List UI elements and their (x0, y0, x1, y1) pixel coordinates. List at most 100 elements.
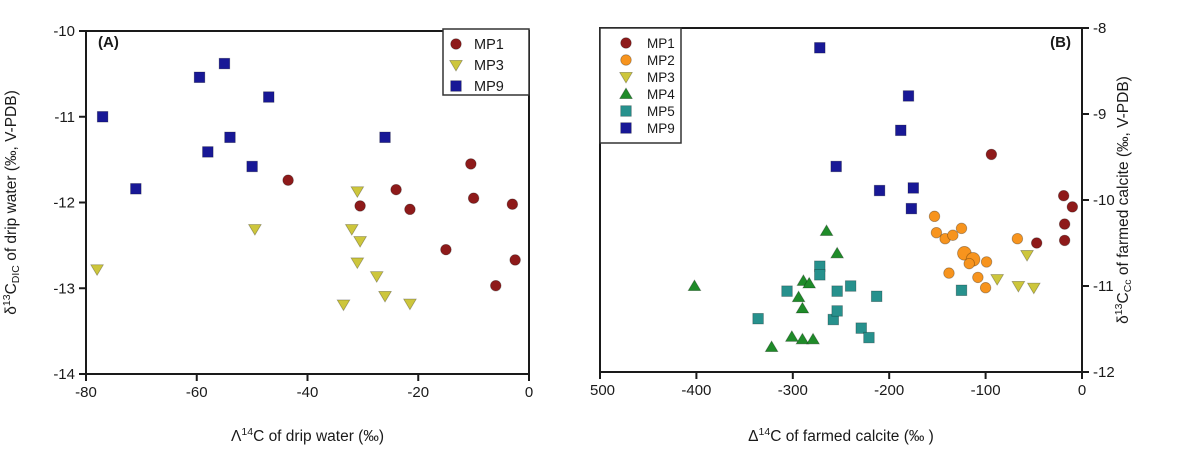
data-point-mp9 (902, 90, 915, 102)
y-axis-tick-label: -9 (1093, 106, 1106, 123)
data-point-mp1 (506, 198, 519, 210)
data-point-mp3 (336, 299, 351, 312)
data-point-mp9 (895, 124, 907, 137)
data-point-mp3 (1020, 250, 1035, 262)
legend-marker-mp4 (618, 87, 634, 99)
data-point-mp3 (90, 264, 105, 277)
y-axis-title: δ13CDIC of drip water (‰, V-PDB) (1, 90, 22, 314)
data-point-mp9 (193, 71, 206, 84)
data-point-mp5 (844, 280, 857, 292)
data-point-mp5 (752, 312, 764, 325)
data-point-mp1 (465, 158, 477, 170)
data-point-mp1 (509, 254, 521, 266)
data-point-mp5 (831, 285, 843, 297)
legend-label-mp4: MP4 (647, 87, 675, 102)
x-axis-tick-label: -40 (297, 384, 319, 401)
x-axis-title: Λ14C of drip water (‰) (231, 426, 384, 445)
legend-marker-mp3 (618, 72, 634, 84)
legend-label-mp1: MP1 (647, 36, 675, 51)
legend-label-mp3: MP3 (474, 58, 504, 74)
legend-marker-mp3 (448, 60, 464, 72)
y-axis-tick-label: -13 (53, 280, 75, 297)
y-axis-tick-label: -14 (53, 366, 75, 383)
x-axis-tick-label: -200 (874, 382, 904, 399)
legend-marker-mp1 (620, 37, 632, 49)
data-point-mp4 (795, 332, 810, 345)
data-point-mp9 (905, 202, 918, 215)
x-axis-tick-label: -20 (407, 384, 429, 401)
data-point-mp1 (390, 183, 402, 196)
data-point-mp9 (224, 131, 236, 144)
legend-label-mp9: MP9 (647, 121, 675, 136)
legend-label-mp1: MP1 (474, 37, 504, 53)
legend-label-mp2: MP2 (647, 53, 675, 68)
data-point-mp1 (354, 200, 366, 212)
data-point-mp2 (955, 222, 968, 235)
legend-marker-mp9 (450, 80, 462, 92)
data-point-mp3 (247, 224, 262, 236)
data-point-mp4 (764, 340, 779, 353)
data-point-mp2 (972, 271, 984, 284)
data-point-mp2 (928, 210, 941, 223)
x-axis-tick-label: -80 (75, 384, 97, 401)
x-axis-title: Δ14C of farmed calcite (‰ ) (748, 426, 934, 445)
y-axis-title: δ13CCc of farmed calcite (‰, V-PDB) (1113, 76, 1134, 324)
data-point-mp9 (907, 182, 920, 194)
data-point-mp9 (246, 160, 258, 173)
panel-b-plot: -500 -400 -300 -200 -100 0 -8 -9 -10 -11 -12 Δ14C o… (590, 20, 1134, 445)
data-point-mp1 (404, 203, 416, 216)
data-point-mp4 (830, 246, 845, 259)
y-axis-tick-label: -8 (1093, 20, 1106, 37)
x-axis-tick-label: -500 (590, 382, 615, 399)
x-axis-tick-label: -300 (778, 382, 808, 399)
y-axis-tick-label: -11 (54, 109, 75, 126)
y-axis-tick-label: -11 (1093, 278, 1114, 295)
data-point-mp3 (378, 290, 393, 303)
data-point-mp1 (1057, 189, 1070, 202)
data-point-mp4 (687, 279, 702, 292)
data-point-mp2 (963, 257, 975, 270)
data-point-mp2 (979, 282, 992, 294)
legend-label-mp3: MP3 (647, 70, 675, 85)
data-point-mp1 (1066, 201, 1079, 213)
legend-label-mp9: MP9 (474, 79, 504, 95)
panel-label: (B) (1050, 34, 1071, 51)
x-axis-tick-label: -60 (186, 384, 208, 401)
data-point-mp9 (873, 184, 886, 197)
x-axis-tick-label: -400 (681, 382, 711, 399)
data-point-mp9 (96, 111, 109, 123)
data-point-mp5 (855, 322, 867, 334)
data-point-mp4 (802, 276, 817, 289)
data-point-mp9 (830, 160, 842, 173)
data-point-mp4 (791, 290, 806, 303)
data-point-mp1 (282, 174, 294, 186)
data-point-mp9 (130, 183, 142, 195)
panel-label: (A) (98, 34, 119, 51)
data-point-mp3 (1026, 282, 1041, 295)
data-point-mp2 (1011, 232, 1024, 245)
data-point-mp9 (202, 146, 214, 158)
data-point-mp9 (814, 42, 826, 54)
y-axis-tick-label: -12 (53, 195, 75, 212)
x-axis-tick-label: 0 (525, 384, 533, 401)
data-point-mp2 (947, 229, 959, 241)
x-axis-tick-label: 0 (1078, 382, 1086, 399)
y-axis-tick-label: -12 (1093, 364, 1115, 381)
data-point-mp9 (263, 91, 275, 103)
data-point-mp5 (870, 290, 883, 303)
data-point-mp3 (344, 224, 359, 236)
data-point-mp5 (814, 269, 826, 281)
data-point-mp4 (784, 329, 799, 342)
data-point-mp2 (943, 267, 955, 279)
data-point-mp2 (980, 256, 993, 268)
data-point-mp1 (440, 243, 452, 256)
data-point-mp2 (930, 226, 943, 239)
legend-marker-mp5 (620, 105, 632, 117)
data-point-mp1 (490, 279, 502, 292)
x-axis-tick-label: -100 (971, 382, 1001, 399)
data-point-mp1 (467, 192, 480, 204)
data-point-mp1 (985, 148, 998, 161)
legend-marker-mp2 (620, 54, 632, 66)
data-point-mp3 (369, 271, 384, 284)
